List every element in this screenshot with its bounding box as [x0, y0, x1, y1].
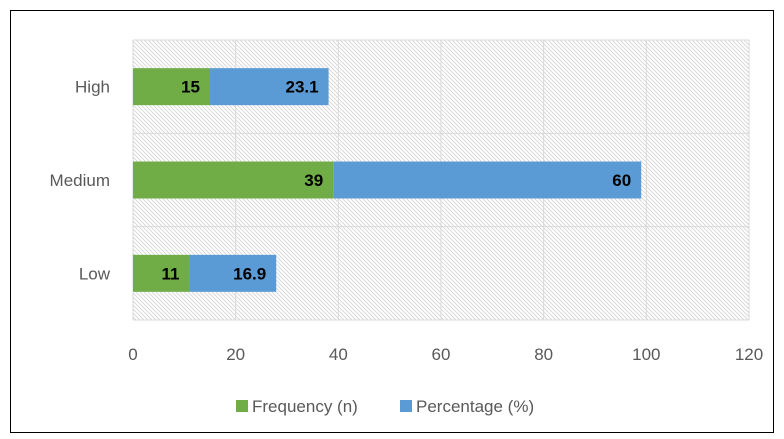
- bar-segment: [189, 254, 277, 292]
- legend-swatch: [236, 400, 248, 412]
- y-tick-label: High: [75, 78, 110, 97]
- x-tick-label: 80: [534, 345, 553, 364]
- x-tick-label: 40: [329, 345, 348, 364]
- legend: Frequency (n) Percentage (%): [236, 397, 534, 416]
- bar-data-label: 11: [161, 264, 179, 283]
- legend-swatch: [400, 400, 412, 412]
- bar-data-label: 39: [304, 171, 323, 190]
- bar-data-label: 60: [612, 171, 631, 190]
- bar-segment: [333, 161, 642, 199]
- legend-label: Frequency (n): [252, 397, 358, 416]
- data-labels: 15 23.1 39 60 11 16.9: [161, 78, 631, 284]
- bars: [133, 68, 642, 292]
- x-tick-label: 100: [632, 345, 660, 364]
- x-tick-label: 120: [735, 345, 763, 364]
- bar-segment: [133, 161, 334, 199]
- y-tick-label: Medium: [50, 171, 110, 190]
- bar-segment: [210, 68, 329, 106]
- x-tick-label: 20: [226, 345, 245, 364]
- legend-label: Percentage (%): [416, 397, 534, 416]
- bar-segment: [133, 254, 190, 292]
- gridlines: [132, 39, 750, 321]
- bar-segment: [133, 68, 210, 106]
- y-axis-tick-labels: High Medium Low: [50, 78, 111, 284]
- x-axis-tick-labels: 0 20 40 60 80 100 120: [128, 345, 763, 364]
- x-tick-label: 0: [128, 345, 137, 364]
- bar-data-label: 15: [181, 78, 200, 97]
- bar-data-label: 16.9: [233, 264, 266, 283]
- x-tick-label: 60: [432, 345, 451, 364]
- y-tick-label: Low: [79, 264, 111, 283]
- bar-data-label: 23.1: [285, 78, 318, 97]
